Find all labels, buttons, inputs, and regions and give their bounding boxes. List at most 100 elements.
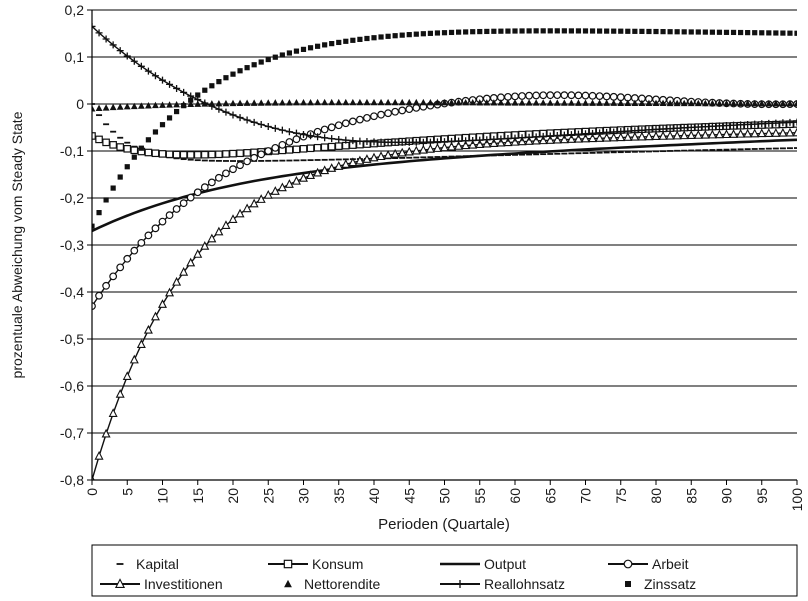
data-point	[116, 143, 125, 151]
data-point	[313, 143, 322, 152]
data-point	[102, 35, 110, 43]
data-point	[279, 52, 285, 58]
data-point	[602, 92, 611, 101]
data-point	[588, 133, 598, 143]
data-point	[300, 98, 307, 106]
data-point	[794, 30, 797, 36]
data-point	[320, 165, 330, 175]
data-point	[652, 125, 660, 133]
data-point	[596, 129, 604, 137]
x-tick-label: 70	[578, 488, 594, 504]
x-tick-label: 50	[437, 488, 453, 504]
data-point	[291, 175, 301, 185]
data-point	[659, 125, 667, 133]
data-point	[476, 136, 484, 144]
data-point	[370, 98, 378, 106]
data-point	[637, 131, 647, 141]
data-point	[687, 99, 695, 107]
data-point	[418, 144, 428, 154]
data-point	[511, 99, 519, 106]
data-point	[568, 28, 574, 34]
data-point	[320, 125, 329, 134]
legend-item: Investitionen	[100, 576, 223, 592]
data-point	[159, 101, 166, 108]
data-point	[348, 157, 358, 167]
data-point	[448, 137, 456, 145]
data-point	[328, 98, 336, 106]
data-point	[229, 149, 237, 158]
legend-swatch-marker	[284, 579, 292, 588]
legend-label: Zinssatz	[644, 576, 696, 592]
data-point	[433, 138, 441, 146]
data-point	[92, 302, 96, 310]
data-point	[271, 143, 280, 152]
data-point	[257, 150, 266, 159]
data-point	[334, 161, 344, 170]
x-tick-label: 30	[296, 488, 312, 504]
data-point	[567, 91, 576, 100]
data-point	[145, 137, 151, 143]
data-point	[94, 450, 104, 460]
data-point	[180, 88, 188, 96]
data-point	[209, 83, 215, 89]
data-point	[173, 84, 181, 92]
data-point	[165, 150, 174, 159]
data-point	[419, 98, 427, 106]
data-point	[356, 98, 364, 106]
data-point	[95, 104, 103, 112]
data-point	[737, 121, 745, 129]
data-point	[568, 99, 575, 106]
data-point	[306, 170, 316, 180]
x-tick-label: 0	[84, 488, 100, 496]
data-point	[321, 134, 329, 142]
data-point	[456, 29, 462, 35]
data-point	[539, 91, 548, 100]
data-point	[307, 132, 315, 140]
legend-label: Arbeit	[652, 556, 689, 572]
x-tick-label: 90	[719, 488, 735, 504]
data-point	[322, 42, 328, 48]
x-tick-label: 5	[119, 488, 135, 496]
data-point	[532, 91, 541, 100]
data-point	[257, 120, 265, 128]
data-point	[222, 169, 230, 178]
data-point	[173, 101, 180, 108]
data-point	[285, 138, 294, 146]
data-point	[511, 92, 519, 101]
data-point	[96, 210, 102, 216]
data-point	[659, 99, 667, 107]
data-point	[631, 127, 639, 135]
data-point	[646, 28, 652, 35]
data-point	[745, 30, 751, 36]
data-point	[398, 138, 406, 146]
data-point	[602, 132, 612, 142]
data-point	[108, 408, 118, 417]
data-point	[729, 129, 739, 138]
x-tick-label: 60	[507, 488, 523, 504]
data-point	[237, 68, 243, 74]
series-zinssatz	[92, 28, 797, 229]
data-point	[709, 99, 716, 107]
data-point	[432, 143, 442, 152]
data-point	[482, 138, 492, 148]
data-point	[441, 98, 448, 106]
data-point	[723, 29, 730, 35]
data-point	[144, 67, 152, 75]
data-point	[391, 98, 399, 106]
x-tick-label: 55	[472, 488, 488, 504]
data-point	[116, 103, 124, 110]
legend-label: Nettorendite	[304, 576, 380, 592]
data-point	[384, 109, 393, 118]
data-point	[475, 139, 485, 149]
legend-item: Reallohnsatz	[440, 576, 565, 592]
data-point	[463, 29, 469, 35]
data-point	[758, 120, 766, 128]
data-point	[242, 203, 252, 213]
data-point	[547, 28, 553, 34]
data-point	[186, 151, 195, 159]
data-point	[765, 99, 773, 107]
data-point	[215, 99, 223, 107]
data-point	[378, 34, 384, 40]
data-point	[616, 132, 626, 142]
data-point	[357, 36, 363, 42]
